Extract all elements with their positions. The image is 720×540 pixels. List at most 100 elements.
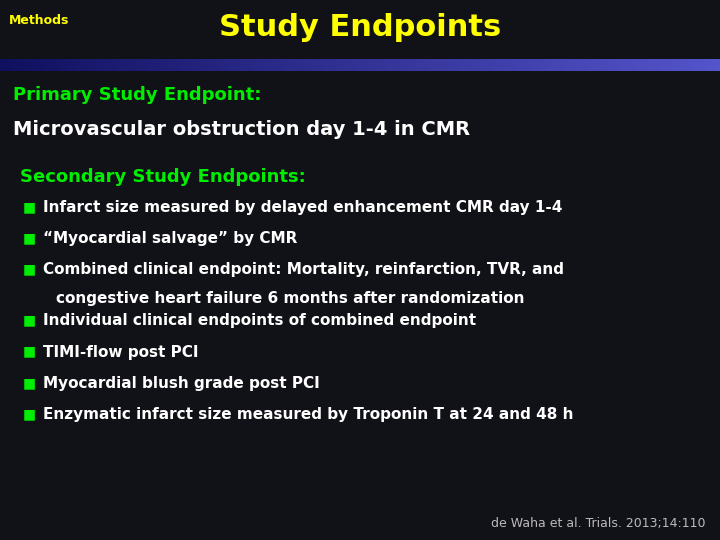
Bar <box>202 59 205 71</box>
Bar <box>644 59 648 71</box>
Bar <box>634 59 637 71</box>
Bar <box>335 59 338 71</box>
Bar <box>104 59 108 71</box>
Bar <box>180 59 184 71</box>
Bar <box>407 59 410 71</box>
Bar <box>709 59 713 71</box>
Bar <box>158 59 162 71</box>
Bar <box>418 59 421 71</box>
Bar <box>475 59 479 71</box>
Text: Individual clinical endpoints of combined endpoint: Individual clinical endpoints of combine… <box>43 313 477 328</box>
Bar <box>252 59 256 71</box>
Bar <box>292 59 295 71</box>
Bar <box>716 59 720 71</box>
Bar <box>511 59 515 71</box>
Bar <box>90 59 94 71</box>
Bar <box>7 59 11 71</box>
Bar <box>223 59 227 71</box>
Bar <box>36 59 40 71</box>
Bar <box>79 59 83 71</box>
Bar <box>166 59 169 71</box>
Bar <box>331 59 335 71</box>
Bar <box>562 59 565 71</box>
Bar <box>205 59 209 71</box>
Bar <box>313 59 317 71</box>
Bar <box>353 59 356 71</box>
Bar <box>112 59 115 71</box>
Bar <box>126 59 130 71</box>
Bar <box>403 59 407 71</box>
Bar <box>677 59 680 71</box>
Bar <box>389 59 392 71</box>
Bar <box>302 59 306 71</box>
Bar <box>288 59 292 71</box>
Bar <box>688 59 691 71</box>
Bar <box>47 59 50 71</box>
Bar <box>274 59 277 71</box>
Bar <box>360 59 364 71</box>
Bar <box>594 59 598 71</box>
Bar <box>659 59 662 71</box>
Bar <box>551 59 554 71</box>
Bar <box>155 59 158 71</box>
Bar <box>54 59 58 71</box>
Bar <box>162 59 166 71</box>
Bar <box>443 59 446 71</box>
Bar <box>691 59 695 71</box>
Bar <box>119 59 122 71</box>
Text: Infarct size measured by delayed enhancement CMR day 1-4: Infarct size measured by delayed enhance… <box>43 200 562 215</box>
Bar <box>173 59 176 71</box>
Bar <box>662 59 666 71</box>
Bar <box>209 59 212 71</box>
Bar <box>695 59 698 71</box>
Bar <box>306 59 310 71</box>
Text: Myocardial blush grade post PCI: Myocardial blush grade post PCI <box>43 376 320 391</box>
Bar <box>58 59 61 71</box>
Bar <box>382 59 385 71</box>
Text: TIMI-flow post PCI: TIMI-flow post PCI <box>43 345 199 360</box>
Bar <box>151 59 155 71</box>
Bar <box>457 59 461 71</box>
Bar <box>187 59 191 71</box>
Bar <box>432 59 436 71</box>
Bar <box>446 59 450 71</box>
Bar <box>500 59 504 71</box>
Bar <box>234 59 238 71</box>
Bar <box>198 59 202 71</box>
Bar <box>580 59 583 71</box>
Bar <box>670 59 673 71</box>
Bar <box>94 59 97 71</box>
Bar <box>245 59 248 71</box>
Text: ■: ■ <box>23 262 36 276</box>
Bar <box>425 59 428 71</box>
Bar <box>83 59 86 71</box>
Bar <box>598 59 601 71</box>
Text: de Waha et al. Trials. 2013;14:110: de Waha et al. Trials. 2013;14:110 <box>491 517 706 530</box>
Text: ■: ■ <box>23 376 36 390</box>
Bar <box>565 59 569 71</box>
Bar <box>137 59 140 71</box>
Bar <box>526 59 529 71</box>
Bar <box>256 59 259 71</box>
Bar <box>191 59 194 71</box>
Bar <box>324 59 328 71</box>
Bar <box>40 59 43 71</box>
Bar <box>623 59 626 71</box>
Bar <box>713 59 716 71</box>
Text: ■: ■ <box>23 200 36 214</box>
Bar <box>706 59 709 71</box>
Bar <box>536 59 540 71</box>
Bar <box>508 59 511 71</box>
Bar <box>281 59 284 71</box>
Bar <box>22 59 25 71</box>
Text: ■: ■ <box>23 313 36 327</box>
Bar <box>450 59 454 71</box>
Bar <box>32 59 36 71</box>
Bar <box>400 59 403 71</box>
Text: Combined clinical endpoint: Mortality, reinfarction, TVR, and: Combined clinical endpoint: Mortality, r… <box>43 262 564 278</box>
Bar <box>220 59 223 71</box>
Bar <box>50 59 54 71</box>
Bar <box>317 59 320 71</box>
Bar <box>554 59 558 71</box>
Bar <box>515 59 518 71</box>
